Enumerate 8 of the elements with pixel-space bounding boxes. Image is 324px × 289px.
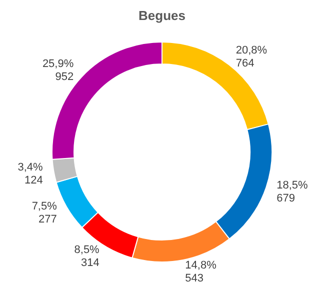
data-label: 18,5% 679 <box>276 179 308 204</box>
data-label: 14,8% 543 <box>185 259 217 284</box>
data-label: 25,9% 952 <box>42 58 74 83</box>
chart-title: Begues <box>138 8 186 23</box>
data-label: 8,5% 314 <box>74 244 100 270</box>
data-label: 3,4% 124 <box>18 161 44 186</box>
data-label: 7,5% 277 <box>32 200 58 226</box>
data-label: 20,8% 764 <box>236 44 268 70</box>
